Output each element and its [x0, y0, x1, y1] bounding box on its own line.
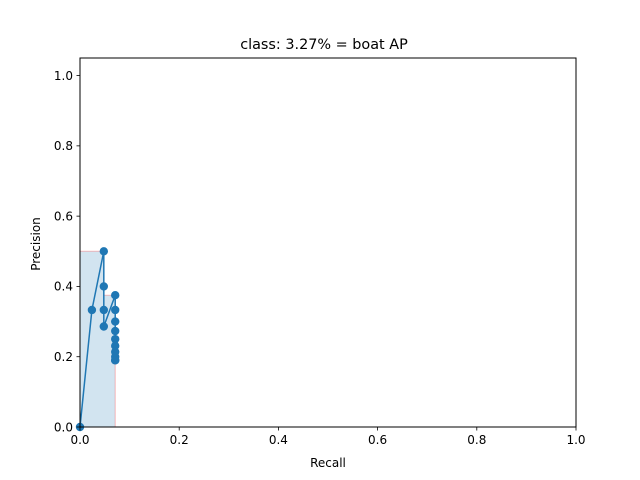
x-tick-label: 0.2: [170, 433, 189, 447]
y-tick-label: 0.8: [54, 139, 73, 153]
precision-recall-series: [75, 247, 120, 432]
data-point: [99, 282, 109, 291]
x-tick-label: 0.8: [467, 433, 486, 447]
x-tick-label: 0.0: [70, 433, 89, 447]
data-point: [111, 356, 120, 365]
data-point: [111, 317, 120, 326]
y-tick-label: 0.0: [54, 420, 73, 434]
y-axis-label: Precision: [29, 217, 43, 271]
y-tick-label: 0.6: [54, 209, 73, 223]
y-axis-ticks: 0.0 0.2 0.4 0.6 0.8 1.0: [54, 69, 80, 434]
data-point: [99, 322, 109, 331]
x-tick-label: 1.0: [566, 433, 585, 447]
data-point: [111, 305, 120, 315]
x-tick-label: 0.4: [269, 433, 288, 447]
data-point: [99, 305, 109, 315]
x-tick-label: 0.6: [368, 433, 387, 447]
axes-frame: [79, 57, 577, 428]
y-tick-label: 1.0: [54, 69, 73, 83]
data-point: [99, 247, 109, 256]
x-axis-label: Recall: [310, 456, 346, 470]
data-point: [111, 334, 120, 344]
data-point: [111, 341, 120, 351]
chart-title: class: 3.27% = boat AP: [240, 37, 408, 53]
data-point: [87, 305, 97, 315]
data-point: [111, 326, 120, 336]
data-point: [111, 291, 120, 300]
x-axis-ticks: 0.0 0.2 0.4 0.6 0.8 1.0: [70, 427, 586, 447]
y-tick-label: 0.2: [54, 350, 73, 364]
y-tick-label: 0.4: [54, 280, 73, 294]
